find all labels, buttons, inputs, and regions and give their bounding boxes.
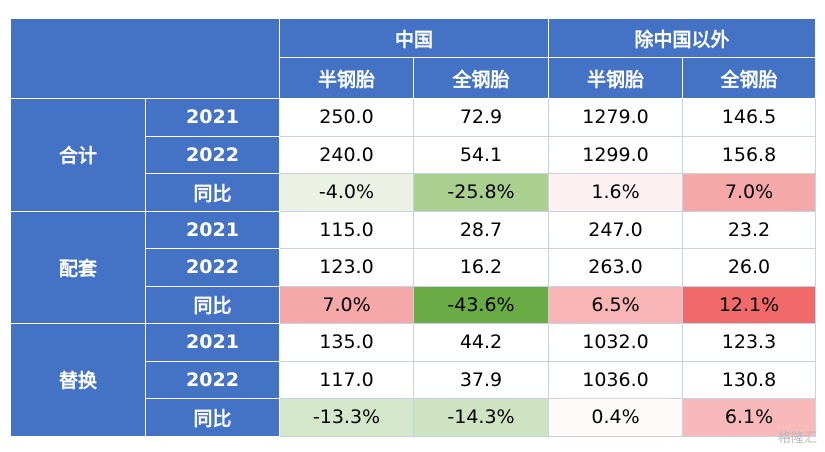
- value-cell: 156.8: [682, 135, 816, 174]
- header-row: 中国 除中国以外: [10, 18, 816, 99]
- value-cell: 1032.0: [548, 323, 683, 362]
- value-cell: 0.4%: [548, 398, 683, 437]
- row-label: 2021: [145, 323, 280, 362]
- row-label: 2021: [145, 98, 280, 137]
- row-label: 同比: [145, 173, 280, 212]
- value-cell: 123.3: [682, 323, 816, 362]
- value-cell: 263.0: [548, 248, 683, 287]
- value-cell: 240.0: [279, 135, 414, 174]
- value-cell: 37.9: [413, 360, 549, 399]
- watermark: 格隆汇: [777, 431, 817, 446]
- value-cell: 115.0: [279, 210, 414, 249]
- row-label: 同比: [145, 285, 280, 324]
- row-label: 2021: [145, 210, 280, 249]
- data-row: 同比 -4.0% -25.8% 1.6% 7.0%: [11, 173, 816, 212]
- value-cell: 23.2: [682, 210, 816, 249]
- header-row: 半钢胎 全钢胎 半钢胎 全钢胎: [11, 57, 816, 99]
- row-label: 2022: [145, 135, 280, 174]
- data-row: 替换 2021 135.0 44.2 1032.0 123.3: [10, 323, 816, 437]
- value-cell: -13.3%: [279, 398, 414, 437]
- value-cell: 12.1%: [682, 285, 816, 324]
- value-cell: 28.7: [413, 210, 549, 249]
- value-cell: 123.0: [279, 248, 414, 287]
- value-cell: 146.5: [682, 98, 816, 137]
- table: 中国 除中国以外 半钢胎 全钢胎 半钢胎 全钢胎 合计 2021 250.0 72.9 1279.0…: [10, 18, 816, 437]
- value-cell: 1299.0: [548, 135, 683, 174]
- value-cell: 7.0%: [279, 285, 414, 324]
- value-cell: -14.3%: [413, 398, 549, 437]
- row-label: 2022: [145, 248, 280, 287]
- value-cell: 117.0: [279, 360, 414, 399]
- data-row: 2022 117.0 37.9 1036.0 130.8: [11, 360, 816, 399]
- value-cell: 6.5%: [548, 285, 683, 324]
- value-cell: 16.2: [413, 248, 549, 287]
- column-header: 全钢胎: [682, 57, 816, 99]
- value-cell: 135.0: [279, 323, 414, 362]
- value-cell: 1036.0: [548, 360, 683, 399]
- value-cell: 44.2: [413, 323, 549, 362]
- value-cell: 250.0: [279, 98, 414, 137]
- corner: [10, 18, 280, 99]
- value-cell: 1279.0: [548, 98, 683, 137]
- value-cell: 54.1: [413, 135, 549, 174]
- value-cell: -4.0%: [279, 173, 414, 212]
- row-label: 同比: [145, 398, 280, 437]
- value-cell: 6.1%: [682, 398, 816, 437]
- value-cell: 7.0%: [682, 173, 816, 212]
- value-cell: 26.0: [682, 248, 816, 287]
- data-row: 2022 123.0 16.2 263.0 26.0: [11, 248, 816, 287]
- section-label: 合计: [10, 98, 146, 212]
- section-label: 配套: [10, 210, 146, 324]
- value-cell: 1.6%: [548, 173, 683, 212]
- data-row: 同比 -13.3% -14.3% 0.4% 6.1%: [11, 398, 816, 437]
- data-row: 配套 2021 115.0 28.7 247.0 23.2: [10, 210, 816, 324]
- column-header: 半钢胎: [548, 57, 683, 99]
- section-label: 替换: [10, 323, 146, 437]
- value-cell: 130.8: [682, 360, 816, 399]
- group-header: 除中国以外: [548, 18, 816, 58]
- value-cell: -43.6%: [413, 285, 549, 324]
- value-cell: 247.0: [548, 210, 683, 249]
- column-header: 半钢胎: [279, 57, 414, 99]
- data-row: 2022 240.0 54.1 1299.0 156.8: [11, 135, 816, 174]
- value-cell: -25.8%: [413, 173, 549, 212]
- row-label: 2022: [145, 360, 280, 399]
- column-header: 全钢胎: [413, 57, 549, 99]
- data-row: 合计 2021 250.0 72.9 1279.0 146.5: [10, 98, 816, 212]
- value-cell: 72.9: [413, 98, 549, 137]
- group-header: 中国: [279, 18, 549, 58]
